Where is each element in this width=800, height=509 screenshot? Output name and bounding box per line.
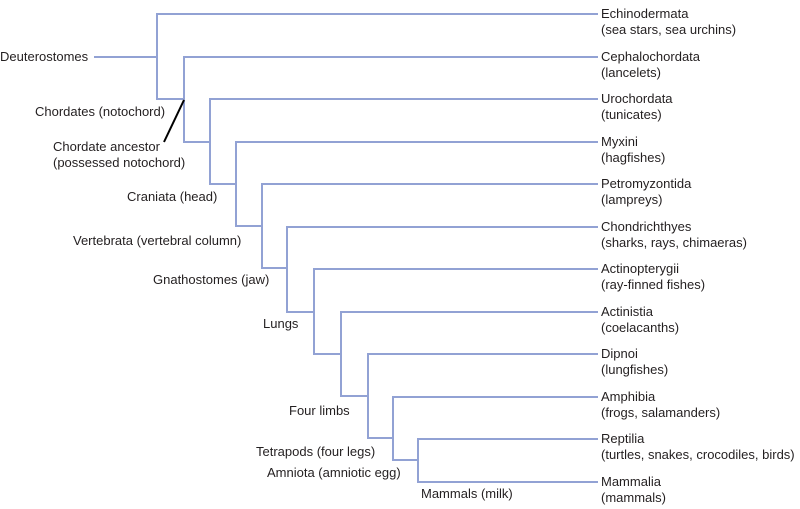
tip-label-reptilia: Reptilia (turtles, snakes, crocodiles, bi… (601, 431, 795, 463)
clade-label-lungs: Lungs (263, 316, 298, 332)
clade-label-amniota: Amniota (amniotic egg) (267, 465, 401, 481)
tip-label-cephalochordata: Cephalochordata (lancelets) (601, 49, 700, 81)
tip-common-name: (tunicates) (601, 107, 662, 122)
tip-taxon-name: Amphibia (601, 389, 656, 404)
clade-label-mammals-milk: Mammals (milk) (421, 486, 513, 502)
clade-label-gnathostomes: Gnathostomes (jaw) (153, 272, 269, 288)
clade-label-craniata: Craniata (head) (127, 189, 217, 205)
clade-label-tetrapods: Tetrapods (four legs) (256, 444, 375, 460)
clade-label-vertebrata: Vertebrata (vertebral column) (73, 233, 241, 249)
clade-label-chordate-ancestor: Chordate ancestor (possessed notochord) (53, 139, 185, 171)
tip-label-urochordata: Urochordata (tunicates) (601, 91, 673, 123)
tip-label-echinodermata: Echinodermata (sea stars, sea urchins) (601, 6, 736, 38)
tip-common-name: (hagfishes) (601, 150, 666, 165)
tip-taxon-name: Actinistia (601, 304, 654, 319)
tip-label-amphibia: Amphibia (frogs, salamanders) (601, 389, 720, 421)
tip-label-chondrichthyes: Chondrichthyes (sharks, rays, chimaeras) (601, 219, 747, 251)
tip-taxon-name: Echinodermata (601, 6, 689, 21)
tip-label-actinistia: Actinistia (coelacanths) (601, 304, 679, 336)
clade-label-line: Four limbs (289, 403, 350, 418)
tip-label-mammalia: Mammalia (mammals) (601, 474, 666, 506)
clade-label-line: Mammals (milk) (421, 486, 513, 501)
tip-taxon-name: Chondrichthyes (601, 219, 692, 234)
tip-taxon-name: Cephalochordata (601, 49, 701, 64)
tip-common-name: (frogs, salamanders) (601, 405, 721, 420)
clade-label-line: Amniota (amniotic egg) (267, 465, 401, 480)
clade-label-chordates: Chordates (notochord) (35, 104, 165, 120)
clade-label-line: Vertebrata (vertebral column) (73, 233, 242, 248)
clade-label-line: Chordate ancestor (53, 139, 160, 154)
tip-common-name: (lampreys) (601, 192, 663, 207)
tip-taxon-name: Myxini (601, 134, 638, 149)
clade-label-line: Gnathostomes (jaw) (153, 272, 270, 287)
tip-common-name: (coelacanths) (601, 320, 680, 335)
tip-taxon-name: Dipnoi (601, 346, 638, 361)
clade-label-line: Lungs (263, 316, 299, 331)
tip-taxon-name: Reptilia (601, 431, 645, 446)
tip-label-dipnoi: Dipnoi (lungfishes) (601, 346, 668, 378)
tip-common-name: (lancelets) (601, 65, 661, 80)
tip-taxon-name: Actinopterygii (601, 261, 680, 276)
tip-taxon-name: Mammalia (601, 474, 661, 489)
tip-common-name: (turtles, snakes, crocodiles, birds) (601, 447, 795, 462)
clade-label-line: Deuterostomes (0, 49, 89, 64)
tip-label-petromyzontida: Petromyzontida (lampreys) (601, 176, 691, 208)
tip-common-name: (lungfishes) (601, 362, 669, 377)
ancestor-pointer-line (163, 99, 185, 143)
tip-taxon-name: Urochordata (601, 91, 673, 106)
clade-label-line: Craniata (head) (127, 189, 218, 204)
clade-label-line: (possessed notochord) (53, 155, 186, 170)
tip-common-name: (ray-finned fishes) (601, 277, 706, 292)
clade-label-line: Tetrapods (four legs) (256, 444, 376, 459)
tip-label-myxini: Myxini (hagfishes) (601, 134, 665, 166)
tip-common-name: (mammals) (601, 490, 666, 505)
clade-label-line: Chordates (notochord) (35, 104, 166, 119)
tip-common-name: (sharks, rays, chimaeras) (601, 235, 747, 250)
clade-label-four-limbs: Four limbs (289, 403, 350, 419)
tip-label-actinopterygii: Actinopterygii (ray-finned fishes) (601, 261, 705, 293)
tip-taxon-name: Petromyzontida (601, 176, 692, 191)
tip-common-name: (sea stars, sea urchins) (601, 22, 737, 37)
clade-label-deuterostomes: Deuterostomes (0, 49, 88, 65)
